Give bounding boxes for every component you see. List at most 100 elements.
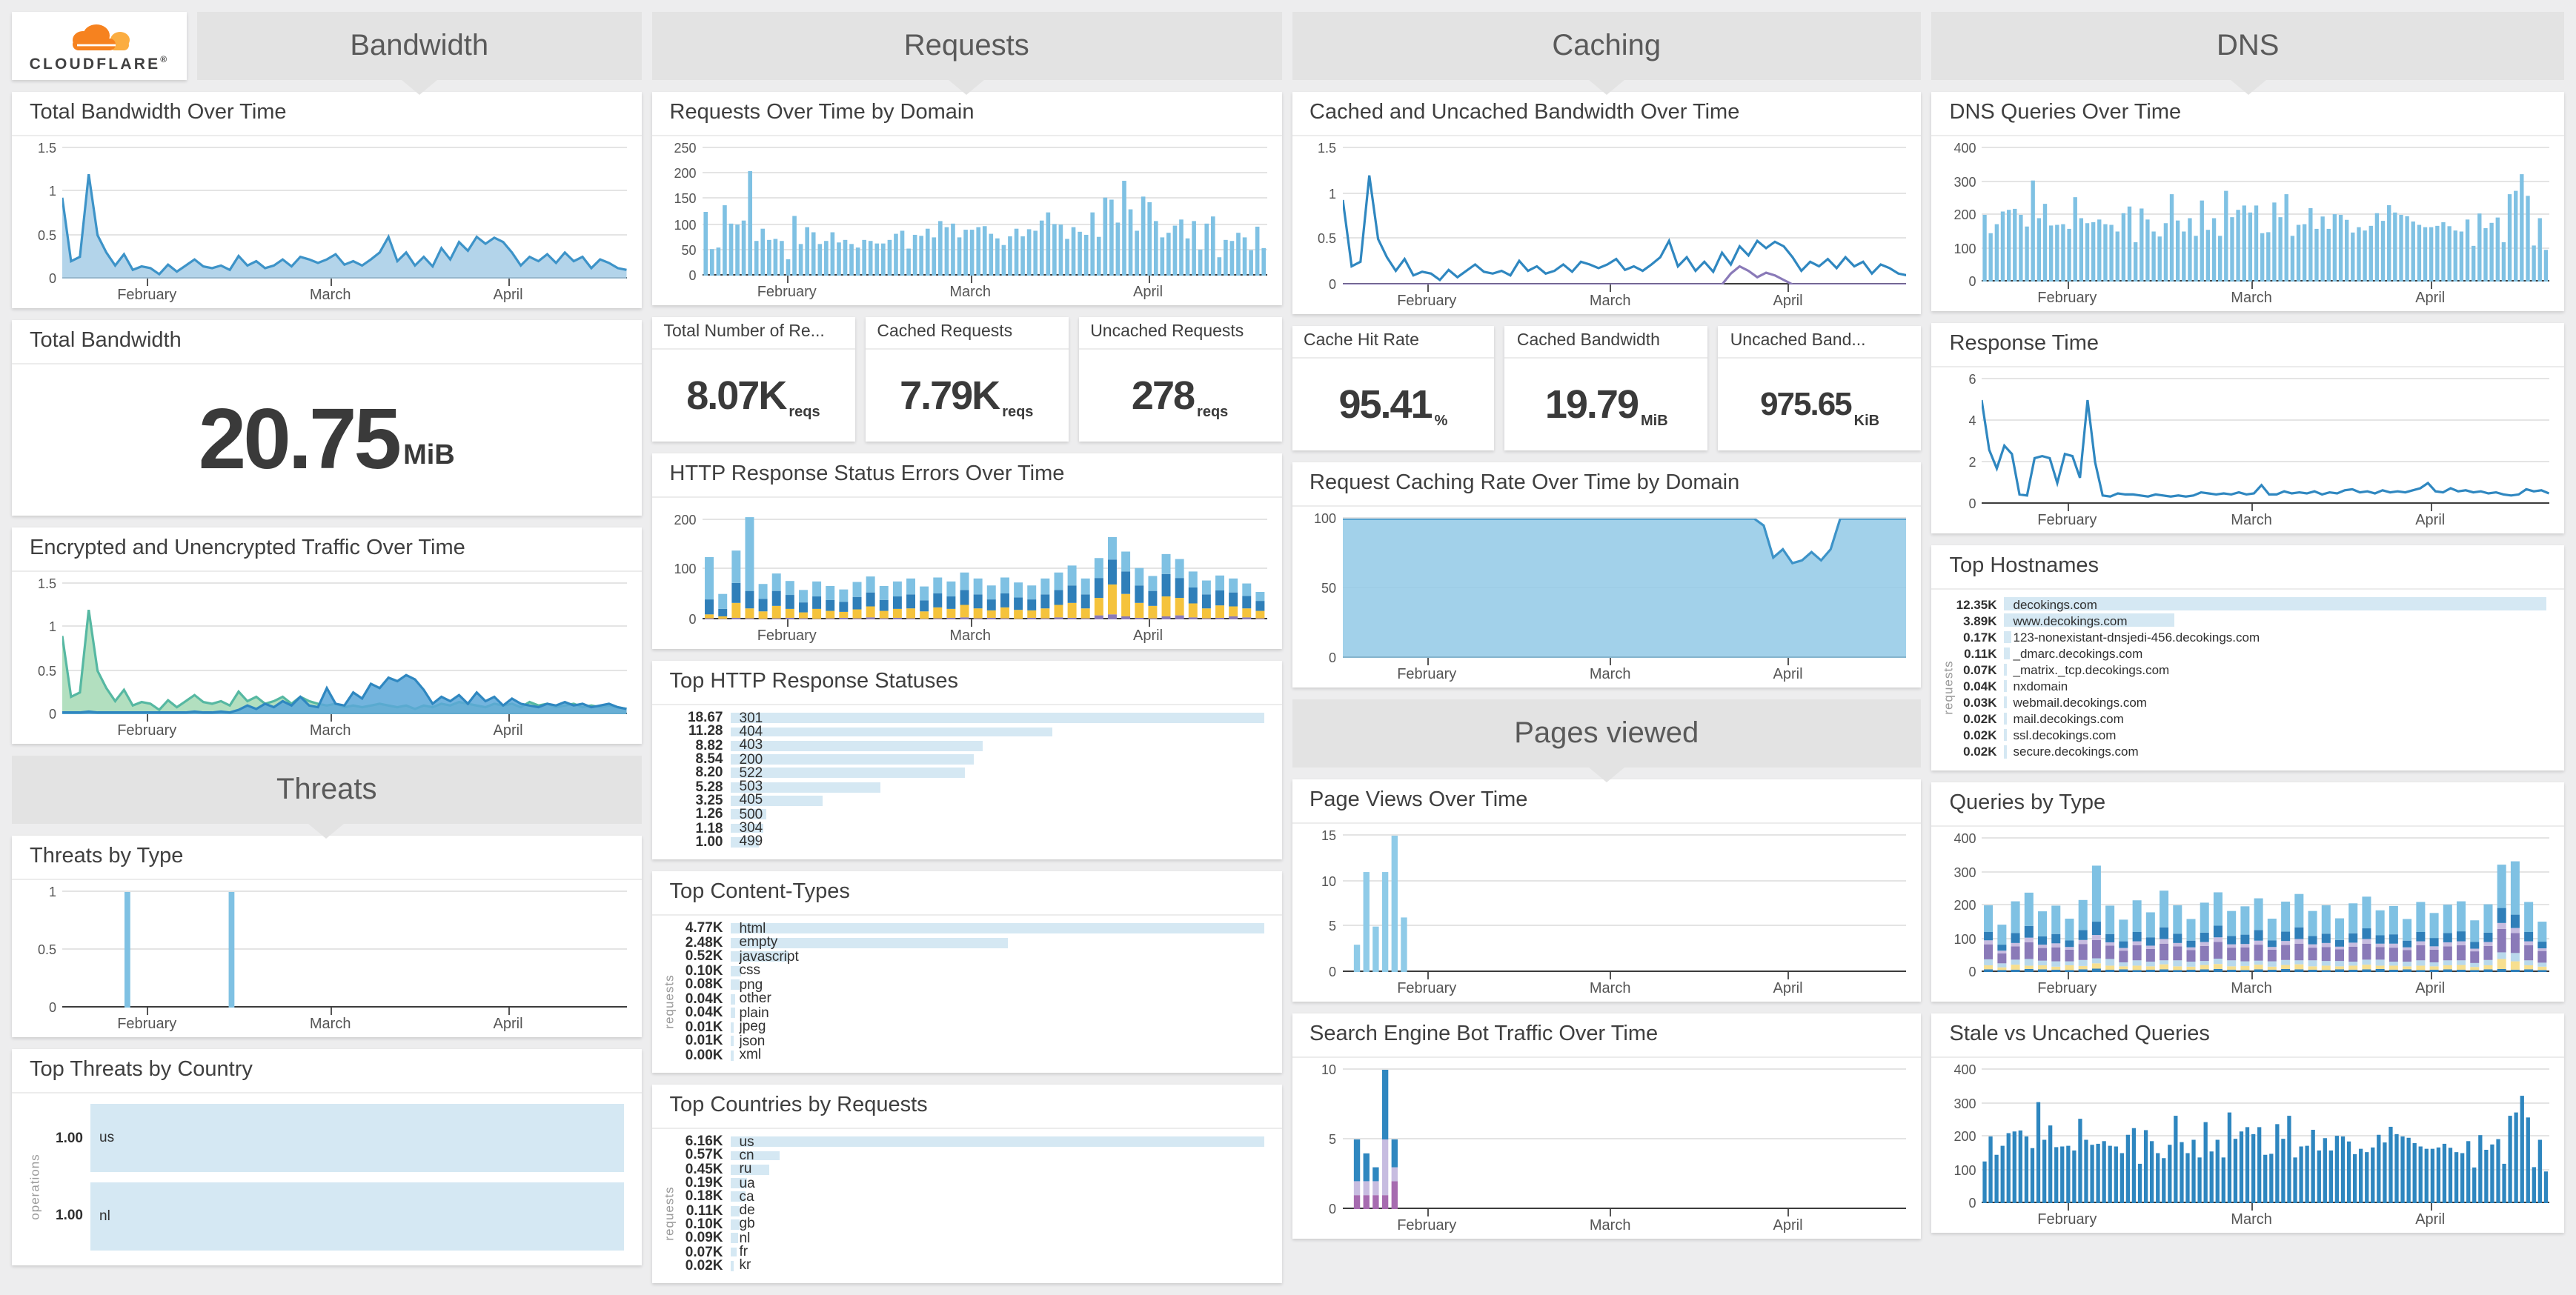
row-value: 1.00 (56, 1208, 83, 1225)
row-bar[interactable] (730, 713, 1264, 724)
y-axis-label: 1.5 (1317, 141, 1336, 156)
row-bar[interactable] (2004, 745, 2008, 759)
top-content-types-list: requests 4.77K html 2.48K empty 0.52K javascri… (652, 916, 1282, 1073)
y-axis-label: 0 (688, 612, 697, 627)
row-bar[interactable] (730, 809, 767, 820)
row-bar[interactable] (730, 937, 1008, 948)
row-bar[interactable] (730, 796, 823, 806)
row-bar[interactable] (730, 740, 983, 751)
row-value: 18.67 (687, 710, 723, 727)
response-time-chart[interactable]: 0 2 4 6 February March April (1968, 372, 2549, 529)
row-label: de (739, 1202, 755, 1219)
plot-area[interactable]: 0 0.5 1 1.5 February March April (38, 576, 627, 739)
list-row: 0.17K 123-nonexistant-dnsjedi-456.decokin… (1950, 628, 2547, 645)
row-bar[interactable] (730, 1151, 780, 1161)
row-bar[interactable] (730, 1136, 1264, 1148)
stale-queries-chart[interactable]: 0 100 200 300 400 February March April (1953, 1062, 2549, 1228)
row-label: us (739, 1133, 754, 1151)
row-bar[interactable] (730, 1036, 734, 1047)
caching-bandwidth-chart[interactable]: 0 0.5 1 1.5 February March April (1318, 141, 1907, 310)
gridline (1982, 378, 2549, 379)
gridline (702, 567, 1267, 570)
http-errors-chart[interactable]: 0 100 200 February March April (674, 507, 1267, 645)
queries-by-type-chart[interactable]: 0 100 200 300 400 February March April (1953, 831, 2549, 997)
plot-area[interactable]: 0 100 200 February March April (674, 510, 1267, 645)
row-bar[interactable] (730, 951, 789, 962)
plot-area[interactable]: 0 5 10 February March April (1321, 1062, 1907, 1234)
top-hostnames-list: requests 12.35K decokings.com 3.89K www.deco… (1932, 590, 2565, 770)
row-bar[interactable] (730, 1050, 734, 1061)
row-bar[interactable] (730, 1219, 740, 1230)
row-bar[interactable] (730, 1260, 734, 1271)
row-bar-area: jpeg (730, 1019, 1264, 1036)
row-bar[interactable] (90, 1104, 624, 1173)
list-row: 8.82 403 (670, 737, 1264, 754)
plot-area[interactable]: 0 100 200 300 400 February March April (1953, 141, 2549, 307)
panel-title: Top Countries by Requests (651, 1085, 1281, 1129)
row-bar[interactable] (2004, 630, 2012, 643)
panel-requests-over-time: Requests Over Time by Domain 0 50 100 150 20… (651, 92, 1281, 305)
row-bar[interactable] (2004, 713, 2008, 725)
row-bar[interactable] (2004, 729, 2008, 742)
plot-area[interactable]: 0 0.5 1 1.5 February March April (1318, 141, 1907, 310)
row-bar-area: ssl.decokings.com (2004, 728, 2547, 743)
row-bar[interactable] (730, 1233, 738, 1244)
row-bar[interactable] (730, 823, 764, 833)
row-bar-area: 200 (730, 751, 1264, 768)
row-bar-area: webmail.decokings.com (2004, 695, 2547, 710)
encrypted-traffic-chart[interactable]: 0 0.5 1 1.5 February March April (38, 576, 627, 739)
row-bar[interactable] (730, 923, 1264, 934)
row-bar[interactable] (730, 1022, 734, 1033)
bandwidth-over-time-chart[interactable]: 0 0.5 1 1.5 February March April (38, 141, 627, 304)
caching-rate-chart[interactable]: 0 50 100 February March April (1314, 511, 1907, 683)
plot-area[interactable]: 0 100 200 300 400 February March April (1953, 1062, 2549, 1228)
row-bar[interactable] (730, 1178, 747, 1188)
row-bar[interactable] (730, 768, 965, 779)
threats-by-type-chart[interactable]: 0 0.5 1 February March April (38, 885, 627, 1033)
row-bar[interactable] (90, 1182, 624, 1251)
row-bar[interactable] (730, 782, 881, 792)
row-bar-area: 405 (730, 793, 1264, 809)
row-bar[interactable] (2004, 647, 2009, 660)
plot-area[interactable]: 0 0.5 1 February March April (38, 885, 627, 1033)
panel-title: Requests Over Time by Domain (651, 92, 1281, 136)
row-bar[interactable] (2004, 613, 2175, 627)
row-bar[interactable] (2004, 663, 2008, 676)
y-axis-label: 200 (674, 166, 697, 182)
row-bar[interactable] (2004, 597, 2546, 610)
plot-area[interactable]: 0 2 4 6 February March April (1968, 372, 2549, 529)
dns-queries-chart[interactable]: 0 100 200 300 400 February March April (1953, 141, 2549, 307)
plot-area[interactable]: 0 50 100 150 200 250 February March April (674, 141, 1267, 301)
row-bar[interactable] (2004, 696, 2008, 709)
row-bar[interactable] (730, 965, 742, 976)
plot-area[interactable]: 0 100 200 300 400 February March April (1953, 831, 2549, 997)
total-bandwidth-unit: MiB (403, 439, 455, 470)
row-bar[interactable] (730, 1008, 735, 1019)
row-bar[interactable] (730, 754, 975, 765)
row-bar-area: plain (730, 1005, 1264, 1022)
panel-title: Total Bandwidth (12, 320, 642, 364)
requests-over-time-chart[interactable]: 0 50 100 150 200 250 February March April (674, 141, 1267, 301)
panel-response-time: Response Time 0 2 4 6 February March April (1931, 323, 2564, 533)
row-bar[interactable] (2004, 679, 2008, 693)
row-bar[interactable] (730, 836, 760, 848)
plot-area[interactable]: 0 50 100 February March April (1314, 511, 1907, 683)
y-axis-label: 1 (48, 619, 56, 635)
row-bar[interactable] (730, 727, 1053, 737)
plot-area[interactable]: 0 5 10 15 February March April (1321, 828, 1907, 997)
tile-uncached-requests: Uncached Requests 278 reqs (1078, 317, 1282, 442)
plot-area[interactable]: 0 0.5 1 1.5 February March April (38, 141, 627, 304)
row-bar[interactable] (730, 993, 735, 1005)
row-bar[interactable] (730, 1247, 737, 1257)
bot-traffic-chart[interactable]: 0 5 10 February March April (1321, 1062, 1907, 1234)
panel-top-statuses: Top HTTP Response Statuses 18.67 301 11.28… (651, 661, 1281, 859)
row-bar[interactable] (730, 979, 740, 991)
row-label: ru (739, 1161, 752, 1178)
row-bar[interactable] (730, 1164, 770, 1175)
row-bar[interactable] (730, 1191, 746, 1202)
row-bar[interactable] (730, 1205, 740, 1216)
page-views-chart[interactable]: 0 5 10 15 February March April (1321, 828, 1907, 997)
row-bar-area: decokings.com (2004, 596, 2546, 611)
gridline (702, 197, 1267, 199)
gridline (1342, 1068, 1907, 1070)
